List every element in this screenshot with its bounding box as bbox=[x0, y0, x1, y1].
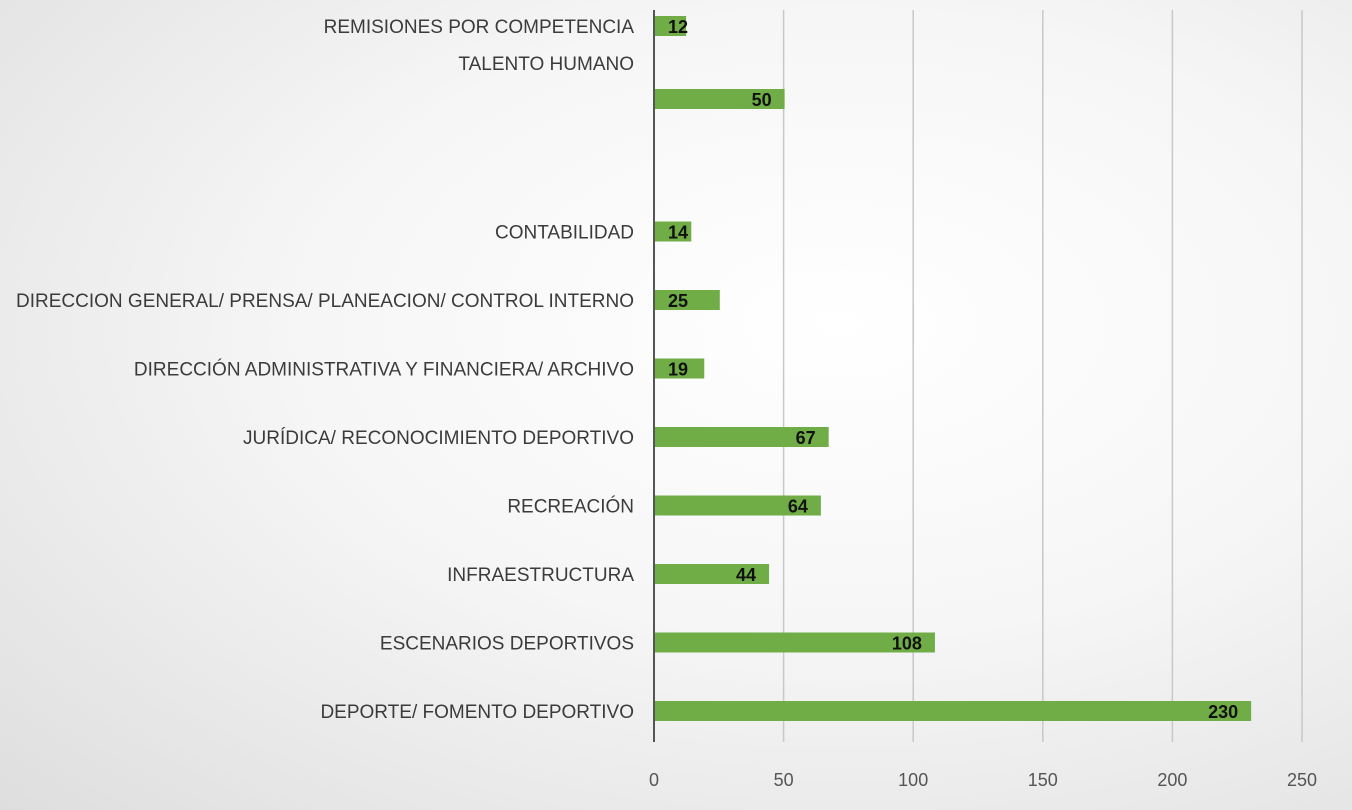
data-label: 67 bbox=[796, 428, 816, 448]
category-label: INFRAESTRUCTURA bbox=[447, 565, 634, 586]
data-label: 19 bbox=[668, 360, 688, 380]
bar bbox=[655, 701, 1252, 721]
data-label: 14 bbox=[668, 223, 688, 243]
bar bbox=[655, 89, 785, 109]
bars: 12 50 14 25 19 67 64 44 108 230 bbox=[655, 16, 1252, 722]
category-label: ESCENARIOS DEPORTIVOS bbox=[380, 634, 634, 655]
x-tick-label: 50 bbox=[774, 770, 794, 790]
category-label: JURÍDICA/ RECONOCIMIENTO DEPORTIVO bbox=[243, 428, 634, 449]
data-label: 25 bbox=[668, 291, 688, 311]
category-label: REMISIONES POR COMPETENCIA bbox=[324, 17, 635, 38]
bar bbox=[655, 632, 935, 653]
x-tick-label: 100 bbox=[898, 770, 928, 790]
bar bbox=[655, 358, 705, 379]
x-tick-label: 150 bbox=[1028, 770, 1058, 790]
category-label: DIRECCIÓN ADMINISTRATIVA Y FINANCIERA/ A… bbox=[134, 359, 634, 381]
bar bbox=[655, 16, 687, 36]
bar bbox=[655, 290, 720, 310]
category-label: DIRECCION GENERAL/ PRENSA/ PLANEACION/ C… bbox=[16, 291, 634, 312]
data-label: 64 bbox=[788, 497, 808, 517]
data-label: 44 bbox=[736, 565, 756, 585]
x-tick-label: 200 bbox=[1157, 770, 1187, 790]
x-tick-label: 0 bbox=[649, 770, 659, 790]
x-tick-label: 250 bbox=[1287, 770, 1317, 790]
category-label: CONTABILIDAD bbox=[495, 223, 634, 244]
bar bbox=[655, 495, 821, 516]
category-label: TALENTO HUMANO bbox=[458, 54, 634, 75]
category-labels: REMISIONES POR COMPETENCIA TALENTO HUMANO… bbox=[16, 17, 634, 723]
data-label: 12 bbox=[668, 17, 688, 37]
data-label: 50 bbox=[752, 90, 772, 110]
bar bbox=[655, 427, 829, 447]
bar bbox=[655, 564, 770, 584]
category-label: DEPORTE/ FOMENTO DEPORTIVO bbox=[320, 702, 634, 723]
x-axis-ticks: 0 50 100 150 200 250 bbox=[649, 770, 1317, 790]
bar bbox=[655, 221, 692, 242]
grid-lines bbox=[782, 10, 1303, 742]
data-label: 108 bbox=[892, 634, 922, 654]
category-label: RECREACIÓN bbox=[507, 496, 634, 518]
data-label: 230 bbox=[1208, 702, 1238, 722]
